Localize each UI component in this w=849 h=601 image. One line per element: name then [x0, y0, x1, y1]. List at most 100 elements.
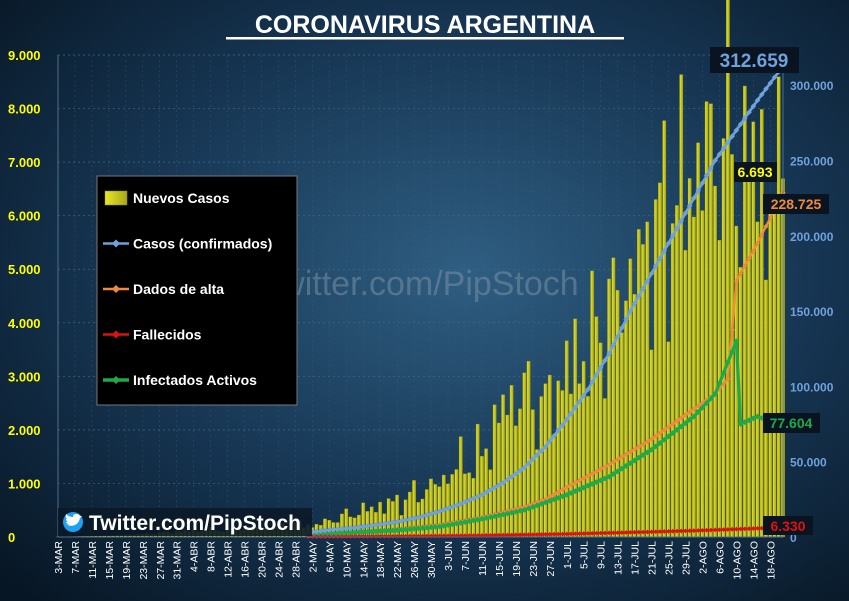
bar-nuevos-casos: [743, 85, 747, 538]
line-casos-confirmados-marker: [589, 379, 596, 385]
y-right-tick-label: 250.000: [790, 154, 834, 168]
line-infectados-activos-marker: [415, 525, 422, 532]
line-fallecidos-marker: [543, 531, 548, 537]
line-infectados-activos-marker: [483, 515, 490, 522]
line-infectados-activos-marker: [368, 528, 375, 535]
legend-label-nuevos: Nuevos Casos: [133, 190, 230, 206]
bar-nuevos-casos: [683, 250, 688, 538]
line-casos-confirmados-marker: [716, 151, 723, 158]
line-fallecidos-marker: [687, 528, 693, 534]
bar-nuevos-casos: [547, 374, 552, 538]
line-dados-de-alta-marker: [542, 496, 549, 502]
bar-nuevos-casos: [726, 0, 730, 538]
line-casos-confirmados-marker: [453, 502, 460, 509]
legend-label-alta: Dados de alta: [133, 281, 224, 297]
line-infectados-activos-marker: [466, 518, 473, 525]
line-fallecidos-marker: [691, 528, 697, 534]
bar-nuevos-casos: [653, 199, 658, 538]
x-tick-label: 28-ABR: [290, 541, 302, 578]
line-casos-confirmados-marker: [487, 487, 494, 493]
x-tick-label: 3-JUN: [443, 541, 455, 571]
line-casos-confirmados-marker: [411, 515, 417, 522]
line-casos-confirmados-marker: [530, 456, 536, 463]
line-fallecidos-marker: [568, 531, 574, 537]
legend-label-confirmados: Casos (confirmados): [133, 236, 272, 252]
line-infectados-activos-marker: [445, 521, 452, 528]
line-dados-de-alta-marker: [602, 464, 608, 470]
line-infectados-activos-marker: [665, 433, 672, 440]
bar-nuevos-casos: [662, 120, 667, 538]
line-dados-de-alta-marker: [648, 436, 655, 442]
line-infectados-activos-marker: [351, 529, 358, 536]
bar-nuevos-casos: [696, 142, 701, 538]
x-tick-label: 16-ABR: [240, 541, 252, 578]
line-casos-confirmados-marker: [640, 285, 646, 292]
end-label-confirmados: 312.659: [720, 51, 789, 72]
x-tick-label: 21-JUL: [647, 541, 659, 575]
line-infectados-activos-marker: [724, 359, 731, 366]
line-infectados-activos-marker: [648, 446, 655, 453]
line-infectados-activos-marker: [746, 417, 753, 424]
line-infectados-activos-marker: [389, 527, 396, 534]
y-left-tick-label: 3.000: [8, 369, 41, 384]
line-fallecidos-marker: [572, 531, 578, 537]
x-axis: 3-MAR 7-MAR 11-MAR 15-MAR 19-MAR 23-MAR 27-MAR…: [53, 536, 783, 580]
line-infectados-activos-marker: [733, 338, 740, 345]
line-casos-confirmados-marker: [661, 248, 668, 254]
line-fallecidos-marker: [661, 529, 667, 534]
line-infectados-activos-marker: [487, 514, 494, 521]
bar-nuevos-casos: [467, 472, 472, 538]
x-tick-label: 24-ABR: [273, 541, 285, 578]
end-labels: 312.659 6.693 228.725 77.604 6.330: [710, 47, 829, 535]
bar-nuevos-casos: [505, 414, 510, 538]
line-dados-de-alta-marker: [538, 498, 544, 504]
line-casos-confirmados-marker: [614, 333, 621, 340]
x-tick-label: 12-ABR: [223, 541, 235, 578]
line-dados-de-alta-marker: [640, 441, 646, 447]
x-tick-label: 6-MAY: [324, 541, 336, 572]
line-dados-de-alta-marker: [665, 424, 672, 430]
line-dados-de-alta-marker: [559, 487, 566, 493]
line-dados-de-alta-marker: [733, 278, 739, 284]
line-casos-confirmados-marker: [415, 514, 422, 521]
bar-nuevos-casos: [620, 332, 624, 538]
y-axis-right: 0 50.000 100.000 150.000 200.000 250.000 300.0…: [782, 55, 834, 545]
line-fallecidos-marker: [585, 531, 591, 536]
end-label-bg-nuevos: [734, 162, 777, 182]
bar-nuevos-casos: [721, 138, 726, 538]
end-label-alta: 228.725: [771, 196, 822, 212]
line-casos-confirmados-marker: [559, 422, 566, 428]
line-casos-confirmados-marker: [669, 232, 676, 239]
line-infectados-activos-marker: [411, 525, 418, 532]
line-infectados-activos-marker: [593, 479, 600, 486]
line-casos-confirmados-marker: [326, 527, 333, 533]
line-casos-confirmados-marker: [720, 145, 727, 152]
line-fallecidos-marker: [373, 534, 379, 539]
x-tick-label: 7-MAR: [70, 541, 82, 574]
bar-nuevos-casos: [543, 383, 548, 538]
line-fallecidos-marker: [445, 533, 451, 539]
line-infectados-activos-marker: [720, 369, 727, 376]
line-infectados-activos-marker: [568, 490, 575, 497]
line-infectados-activos-marker: [512, 508, 519, 515]
line-dados-de-alta-marker: [687, 409, 693, 415]
line-fallecidos-marker: [564, 531, 570, 537]
line-casos-confirmados-marker: [445, 505, 451, 512]
bar-nuevos-casos: [692, 216, 696, 538]
line-fallecidos-marker: [509, 532, 515, 538]
line-fallecidos-marker: [649, 529, 654, 535]
line-casos-confirmados-marker: [436, 508, 443, 515]
bar-nuevos-casos: [535, 449, 539, 538]
line-fallecidos-marker: [632, 529, 638, 535]
x-tick-label: 23-JUN: [528, 541, 540, 577]
line-casos-confirmados-marker: [322, 527, 328, 534]
line-infectados-activos-marker: [381, 527, 388, 534]
line-fallecidos-marker: [611, 530, 616, 536]
line-fallecidos-marker: [755, 525, 760, 531]
line-infectados-activos-marker: [669, 430, 676, 437]
x-tick-label: 27-JUN: [545, 541, 557, 577]
line-casos-confirmados-marker: [402, 517, 409, 523]
line-fallecidos-marker: [666, 529, 671, 534]
line-casos-confirmados-marker: [542, 443, 549, 450]
line-infectados-activos-marker: [474, 516, 481, 523]
